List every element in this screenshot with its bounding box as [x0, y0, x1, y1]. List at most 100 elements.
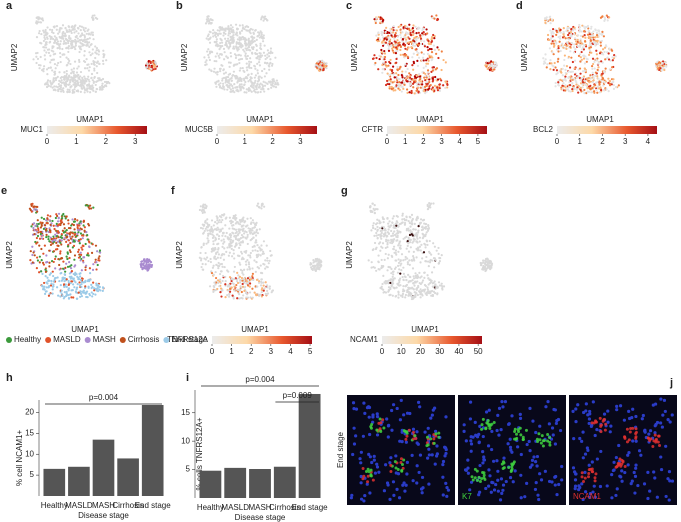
umap-cell	[217, 71, 219, 73]
umap-cell	[207, 240, 209, 242]
umap-cell	[48, 67, 50, 69]
umap-cell	[72, 92, 74, 94]
umap-cell	[241, 30, 243, 32]
umap-cell	[232, 90, 234, 92]
umap-cell	[584, 80, 586, 82]
umap-cell	[235, 89, 237, 91]
umap-cell	[433, 37, 435, 39]
umap-cell	[48, 265, 50, 267]
umap-cell	[441, 254, 443, 256]
umap-cell	[423, 290, 425, 292]
umap-cell	[405, 276, 407, 278]
umap-cell	[79, 275, 81, 277]
umap-cell	[562, 74, 564, 76]
y-axis-label: UMAP2	[345, 241, 354, 269]
umap-cell	[154, 61, 156, 63]
umap-cell	[258, 86, 260, 88]
umap-cell	[417, 294, 419, 296]
umap-cell	[376, 222, 378, 224]
umap-cell	[549, 59, 551, 61]
umap-cell	[36, 52, 38, 54]
umap-cell	[404, 63, 406, 65]
umap-cell	[375, 20, 377, 22]
umap-cell	[258, 84, 260, 86]
umap-cell	[489, 66, 491, 68]
umap-cell	[223, 247, 225, 249]
umap-cell	[66, 31, 68, 33]
y-axis-label: UMAP2	[520, 43, 529, 71]
umap-cell	[259, 248, 261, 250]
umap-cell	[261, 295, 263, 297]
umap-cell	[253, 37, 255, 39]
umap-cell	[223, 68, 225, 70]
umap-cell	[86, 41, 88, 43]
umap-cell	[242, 274, 244, 276]
umap-cell	[96, 65, 98, 67]
umap-cell	[82, 237, 84, 239]
umap-cell	[52, 80, 54, 82]
umap-cell	[227, 56, 229, 58]
umap-cell	[229, 217, 231, 219]
umap-cell	[209, 258, 211, 260]
umap-cell	[51, 220, 53, 222]
umap-cell	[431, 290, 433, 292]
colorbar-tick-label: 3	[439, 137, 444, 146]
umap-cell	[316, 67, 318, 69]
umap-cell	[226, 232, 228, 234]
colorbar-tick-label: 2	[249, 347, 254, 356]
umap-cell	[312, 265, 314, 267]
umap-cell	[263, 90, 265, 92]
umap-cell	[87, 205, 89, 207]
umap-cell	[58, 217, 60, 219]
umap-cell	[32, 261, 34, 263]
umap-cell	[406, 36, 408, 38]
umap-cell	[611, 81, 613, 83]
umap-cell	[243, 290, 245, 292]
umap-cell	[229, 91, 231, 93]
umap-cell	[428, 81, 430, 83]
colorbar-tick-label: 2	[600, 137, 605, 146]
umap-cell	[78, 61, 80, 63]
umap-cell	[238, 48, 240, 50]
umap-cell	[98, 257, 100, 259]
umap-cell	[415, 292, 417, 294]
umap-cell	[222, 29, 224, 31]
umap-cell	[608, 58, 610, 60]
umap-cell	[217, 257, 219, 259]
umap-cell	[374, 212, 376, 214]
umap-cell	[572, 61, 574, 63]
umap-cell	[210, 18, 212, 20]
umap-cell	[60, 90, 62, 92]
umap-cell	[233, 65, 235, 67]
umap-cell	[84, 81, 86, 83]
umap-cell	[88, 69, 90, 71]
umap-cell	[264, 62, 266, 64]
umap-cell	[201, 246, 203, 248]
umap-cell	[236, 41, 238, 43]
umap-cell	[221, 79, 223, 81]
umap-cell	[584, 40, 586, 42]
umap-cell	[229, 233, 231, 235]
umap-cell	[376, 17, 378, 19]
umap-cell	[238, 247, 240, 249]
umap-cell	[203, 244, 205, 246]
umap-cell	[420, 80, 422, 82]
umap-cell	[376, 226, 378, 228]
umap-cell	[554, 62, 556, 64]
umap-cell	[374, 62, 376, 64]
umap-cell	[44, 58, 46, 60]
umap-cell	[397, 74, 399, 76]
umap-cell	[227, 290, 229, 292]
umap-cell	[102, 290, 104, 292]
umap-cell	[64, 267, 66, 269]
umap-cell	[487, 262, 489, 264]
umap-cell	[75, 273, 77, 275]
umap-cell	[594, 84, 596, 86]
umap-cell	[233, 83, 235, 85]
umap-cell	[395, 227, 397, 229]
colorbar-tick-label: 1	[229, 347, 234, 356]
umap-cell	[595, 42, 597, 44]
umap-cell	[259, 43, 261, 45]
umap-cell	[236, 280, 238, 282]
umap-cell	[577, 34, 579, 36]
